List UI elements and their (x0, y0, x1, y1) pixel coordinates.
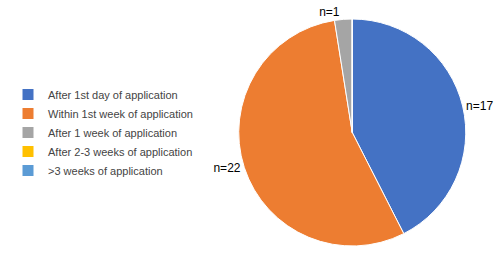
svg-text:After 2-3 weeks of application: After 2-3 weeks of application (48, 146, 192, 158)
svg-text:>3 weeks of application: >3 weeks of application (48, 165, 163, 177)
svg-text:n=17: n=17 (466, 99, 493, 113)
svg-text:After 1 week of application: After 1 week of application (48, 127, 177, 139)
svg-text:After 1st day of application: After 1st day of application (48, 89, 178, 101)
svg-text:n=22: n=22 (213, 161, 240, 175)
svg-text:Within 1st week of application: Within 1st week of application (48, 108, 193, 120)
svg-text:n=1: n=1 (319, 5, 340, 19)
